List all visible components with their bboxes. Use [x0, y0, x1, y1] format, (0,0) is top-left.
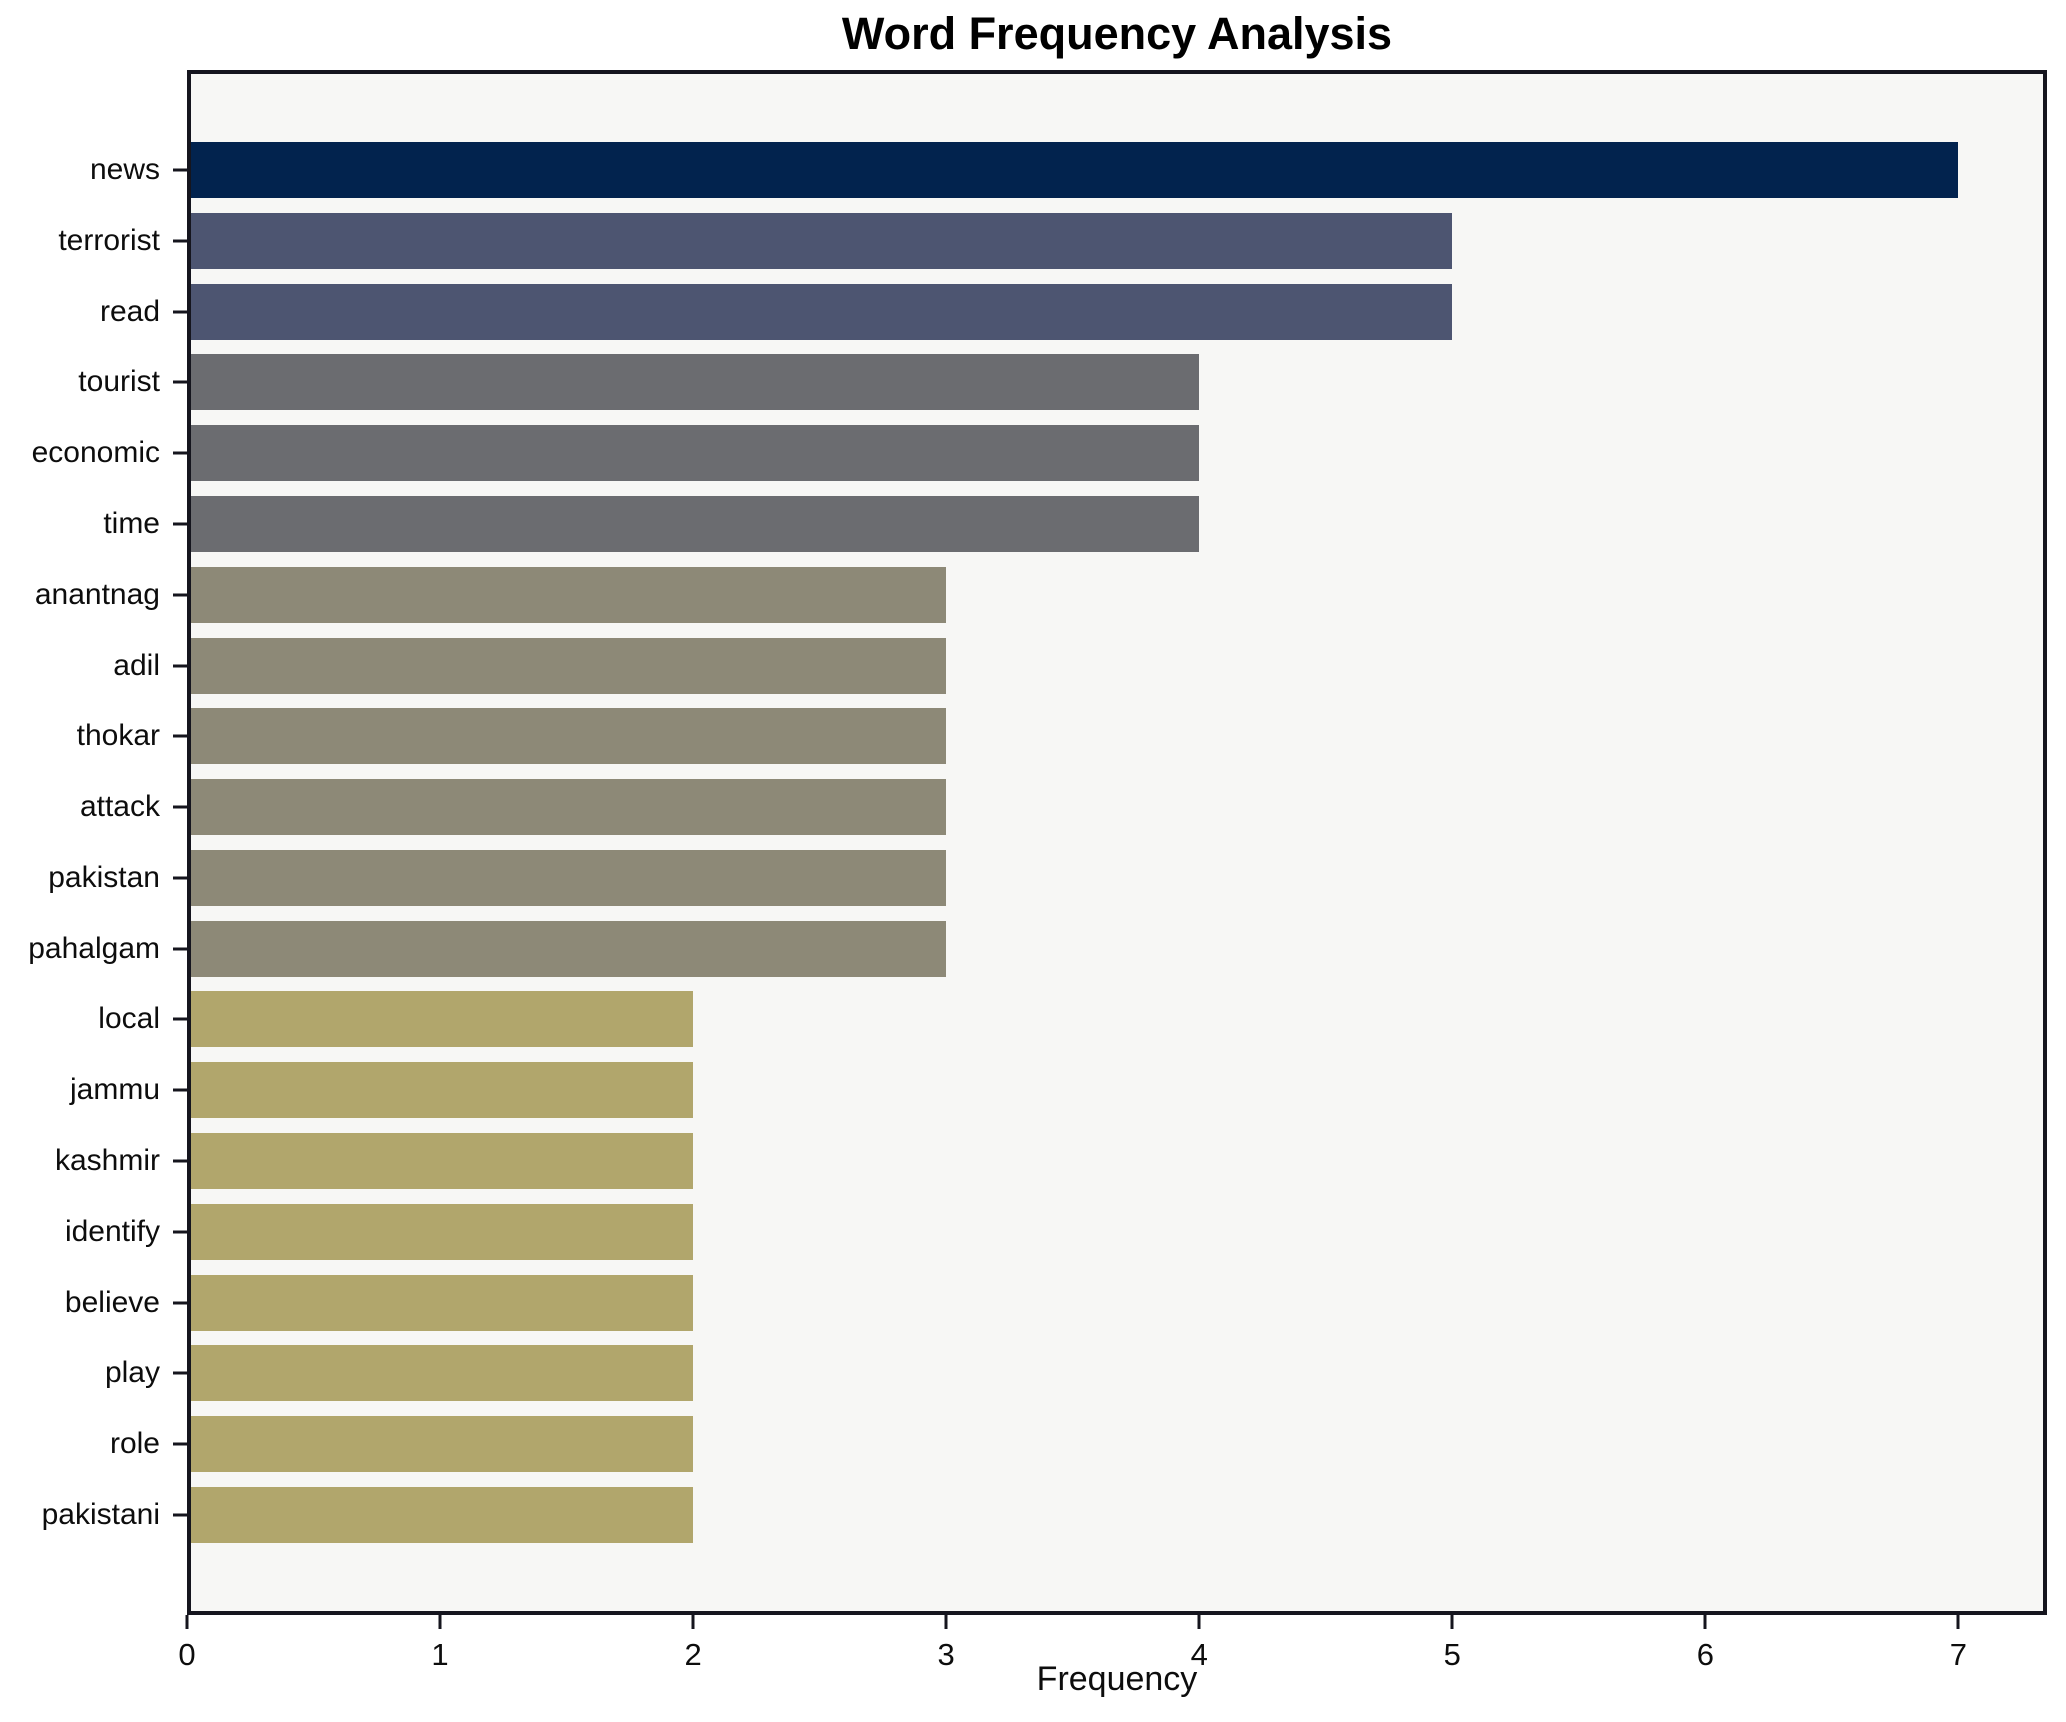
- y-tick-mark: [173, 1017, 187, 1021]
- y-tick-label: identify: [64, 1214, 160, 1248]
- y-tick-mark: [173, 805, 187, 809]
- y-tick-mark: [173, 876, 187, 880]
- x-tick-mark: [1450, 1615, 1454, 1629]
- x-axis-label: Frequency: [1036, 1660, 1198, 1698]
- x-axis: 0 1 2 3 4 5 6 7: [178, 1615, 2047, 1722]
- x-tick-label: 3: [937, 1637, 955, 1672]
- y-tick-label: believe: [64, 1285, 160, 1319]
- y-tick-label: thokar: [76, 719, 160, 753]
- bar-local: [191, 991, 694, 1048]
- x-tick-mark: [1703, 1615, 1707, 1629]
- y-axis: news terrorist read tourist economic time anan…: [0, 70, 187, 1615]
- y-tick-mark: [173, 947, 187, 951]
- y-tick-mark: [173, 1088, 187, 1092]
- bar-play: [191, 1345, 694, 1402]
- bar-role: [191, 1416, 694, 1473]
- y-tick-label: adil: [113, 648, 160, 682]
- bar-kashmir: [191, 1133, 694, 1190]
- chart-title: Word Frequency Analysis: [841, 8, 1393, 59]
- y-tick-mark: [173, 1442, 187, 1446]
- y-tick-label: pahalgam: [28, 931, 160, 965]
- y-tick-mark: [173, 1230, 187, 1234]
- y-tick-mark: [173, 1371, 187, 1375]
- x-tick-label: 4: [1190, 1637, 1208, 1672]
- bar-terrorist: [191, 212, 1453, 269]
- bar-economic: [191, 425, 1200, 482]
- y-tick-label: terrorist: [58, 223, 160, 257]
- y-tick-mark: [173, 593, 187, 597]
- bar-attack: [191, 779, 947, 836]
- x-tick-mark: [691, 1615, 695, 1629]
- y-tick-label: pakistan: [48, 860, 160, 894]
- y-tick-label: role: [109, 1427, 160, 1461]
- y-tick-mark: [173, 522, 187, 526]
- bar-believe: [191, 1274, 694, 1331]
- y-tick-mark: [173, 239, 187, 243]
- plot-area: [187, 70, 2047, 1615]
- y-tick-mark: [173, 1159, 187, 1163]
- y-tick-label: play: [104, 1356, 160, 1390]
- bar-thokar: [191, 708, 947, 765]
- bar-pakistani: [191, 1487, 694, 1543]
- bar-identify: [191, 1203, 694, 1260]
- y-tick-mark: [173, 664, 187, 668]
- bar-adil: [191, 637, 947, 694]
- y-tick-mark: [173, 168, 187, 172]
- y-tick-label: time: [103, 506, 160, 540]
- y-tick-mark: [173, 1301, 187, 1305]
- y-tick-mark: [173, 1513, 187, 1517]
- y-tick-mark: [173, 734, 187, 738]
- bar-news: [191, 142, 1959, 198]
- x-tick-mark: [185, 1615, 189, 1629]
- y-tick-mark: [173, 310, 187, 314]
- bar-anantnag: [191, 566, 947, 623]
- x-tick-label: 1: [431, 1637, 449, 1672]
- x-tick-label: 2: [684, 1637, 702, 1672]
- y-tick-label: news: [89, 153, 160, 186]
- bar-pakistan: [191, 849, 947, 906]
- y-tick-mark: [173, 380, 187, 384]
- x-tick-label: 5: [1443, 1637, 1461, 1672]
- y-tick-mark: [173, 451, 187, 455]
- y-tick-label: tourist: [78, 365, 160, 399]
- bar-jammu: [191, 1062, 694, 1119]
- x-tick-mark: [1956, 1615, 1960, 1629]
- x-tick-mark: [944, 1615, 948, 1629]
- x-tick-mark: [438, 1615, 442, 1629]
- bar-pahalgam: [191, 920, 947, 977]
- y-tick-label: pakistani: [41, 1498, 160, 1531]
- y-tick-label: local: [98, 1002, 160, 1036]
- bar-tourist: [191, 354, 1200, 411]
- x-tick-label: 7: [1949, 1637, 1968, 1672]
- y-tick-label: kashmir: [54, 1144, 160, 1178]
- y-tick-label: jammu: [69, 1073, 160, 1107]
- y-tick-label: read: [99, 294, 160, 328]
- y-tick-label: economic: [31, 436, 160, 470]
- bar-time: [191, 495, 1200, 552]
- bar-read: [191, 283, 1453, 340]
- x-tick-label: 6: [1696, 1637, 1714, 1672]
- x-tick-mark: [1197, 1615, 1201, 1629]
- y-tick-label: attack: [79, 790, 160, 824]
- x-tick-label: 0: [178, 1637, 196, 1672]
- y-tick-label: anantnag: [34, 577, 160, 611]
